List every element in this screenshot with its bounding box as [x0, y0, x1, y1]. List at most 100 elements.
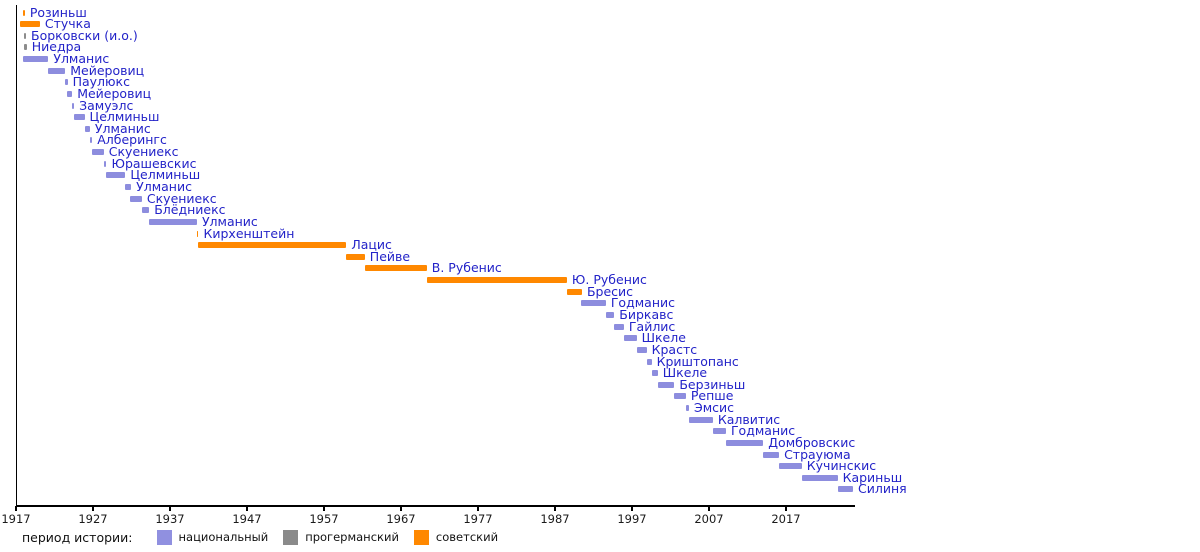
axis-tick-label: 1967 — [386, 512, 416, 526]
term-label: В. Рубенис — [431, 260, 502, 276]
term-bar — [48, 67, 66, 74]
legend-swatch — [413, 529, 429, 545]
term-bar — [148, 218, 197, 225]
term-label: Шкеле — [662, 365, 708, 381]
term-bar — [198, 242, 347, 249]
term-bar — [581, 300, 606, 307]
term-label: Паулюкс — [72, 74, 130, 90]
term-bar — [636, 346, 647, 353]
legend-item: прогерманский — [283, 529, 405, 545]
term-label: Домбровскис — [768, 434, 856, 450]
term-label: Гайлис — [628, 318, 676, 334]
term-bar — [646, 358, 652, 365]
term-bar — [364, 265, 427, 272]
term-label: Берзиньш — [679, 376, 746, 392]
term-bar — [106, 172, 126, 179]
term-label: Улманис — [201, 213, 258, 229]
term-label: Силиня — [857, 481, 907, 497]
term-bar — [89, 137, 93, 144]
term-bar — [651, 370, 658, 377]
term-label: Замуэлс — [79, 97, 134, 113]
term-bar — [65, 79, 68, 86]
term-label: Шкеле — [641, 330, 686, 346]
term-label: Мейеровиц — [77, 85, 152, 101]
term-bar — [837, 486, 853, 493]
term-label: Эмсис — [693, 400, 734, 416]
term-label: Юрашевскис — [111, 155, 197, 171]
legend-label: прогерманский — [305, 530, 399, 544]
term-label: Улманис — [53, 51, 110, 67]
axis-tick — [92, 506, 94, 511]
term-bar — [103, 160, 107, 167]
term-bar — [623, 335, 637, 342]
term-bar — [712, 428, 726, 435]
term-bar — [779, 463, 802, 470]
term-bar — [725, 439, 764, 446]
term-bar — [801, 474, 838, 481]
term-bar — [763, 451, 780, 458]
axis-tick — [246, 506, 248, 511]
axis-tick — [323, 506, 325, 511]
term-label: Улманис — [94, 120, 151, 136]
legend-swatch — [156, 529, 172, 545]
axis-tick-label: 2017 — [771, 512, 801, 526]
legend-swatch — [283, 529, 299, 545]
axis-tick — [169, 506, 171, 511]
legend-label: советский — [435, 530, 499, 544]
term-label: Крастс — [651, 341, 698, 357]
term-label: Алберингс — [97, 132, 167, 148]
x-axis-line — [16, 505, 855, 507]
axis-tick — [400, 506, 402, 511]
term-bar — [129, 195, 142, 202]
term-label: Страуюма — [784, 446, 851, 462]
axis-tick-label: 1937 — [155, 512, 185, 526]
term-bar — [674, 393, 686, 400]
term-label: Блёдниекс — [154, 202, 226, 218]
axis-tick — [631, 506, 633, 511]
term-label: Кариньш — [842, 469, 903, 485]
axis-tick-label: 2007 — [694, 512, 724, 526]
term-bar — [125, 184, 132, 190]
term-bar — [426, 277, 567, 284]
term-bar — [91, 149, 104, 156]
term-label: Ниедра — [31, 39, 82, 55]
term-bar — [141, 207, 150, 214]
term-bar — [71, 102, 75, 109]
legend-label: национальный — [178, 530, 269, 544]
term-label: Годманис — [610, 295, 675, 311]
legend: период истории: национальный прогермански… — [22, 528, 513, 546]
term-label: Улманис — [136, 179, 192, 194]
term-bar — [84, 125, 90, 132]
term-bar — [346, 253, 365, 260]
term-label: Годманис — [730, 423, 796, 439]
legend-item: национальный — [156, 529, 275, 545]
term-label: Скуениекс — [108, 144, 179, 160]
legend-item: советский — [413, 529, 504, 545]
axis-tick-label: 1997 — [617, 512, 647, 526]
term-bar — [66, 90, 73, 97]
term-bar — [23, 32, 26, 39]
term-bar — [73, 114, 85, 121]
axis-tick-label: 1987 — [540, 512, 570, 526]
term-bar — [657, 381, 675, 388]
term-label: Розиньш — [29, 4, 87, 20]
term-bar — [24, 44, 27, 51]
axis-tick-label: 1927 — [78, 512, 108, 526]
term-bar — [685, 405, 689, 412]
axis-tick — [785, 506, 787, 511]
term-label: Ю. Рубенис — [571, 272, 647, 288]
term-bar — [19, 21, 40, 28]
axis-tick-label: 1917 — [1, 512, 31, 526]
term-label: Стучка — [44, 16, 91, 32]
axis-tick-label: 1957 — [309, 512, 339, 526]
term-bar — [566, 288, 582, 295]
term-bar — [196, 230, 199, 237]
term-label: Борковски (и.о.) — [31, 27, 138, 43]
term-label: Криштопанс — [656, 353, 739, 369]
term-label: Репше — [690, 388, 734, 404]
term-label: Скуениекс — [146, 190, 217, 206]
term-bar — [22, 9, 25, 16]
term-bar — [22, 56, 49, 63]
axis-tick-label: 1977 — [463, 512, 493, 526]
